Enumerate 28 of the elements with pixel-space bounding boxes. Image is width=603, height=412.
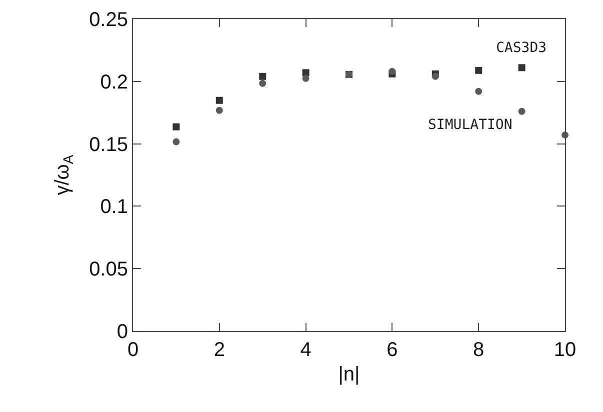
point [216,106,223,114]
x-tick-label: 6 [386,339,398,361]
x-tick-label: 4 [300,339,312,361]
point [172,138,180,146]
y-tick-label: 0.25 [89,9,128,31]
x-axis-title: |n| [338,364,360,386]
point [388,68,396,75]
series-label: CAS3D3 [496,40,547,56]
x-tick-label: 8 [473,339,484,361]
y-tick-label: 0.2 [100,71,128,94]
series-label: SIMULATION [428,117,512,133]
point [518,108,526,115]
point [172,123,180,130]
point [432,72,439,80]
y-tick-label: 0.05 [89,258,128,281]
point [216,96,223,104]
point [518,64,526,72]
point [259,80,266,87]
point [475,88,482,95]
y-tick-label: 0.1 [100,196,128,218]
point [302,74,310,82]
y-tick-label: 0.15 [89,134,128,156]
point [475,66,482,74]
y-tick-label: 0 [116,321,128,343]
x-tick-label: 2 [214,339,225,361]
point [302,69,310,76]
point [259,72,266,80]
x-tick-label: 10 [554,339,576,361]
